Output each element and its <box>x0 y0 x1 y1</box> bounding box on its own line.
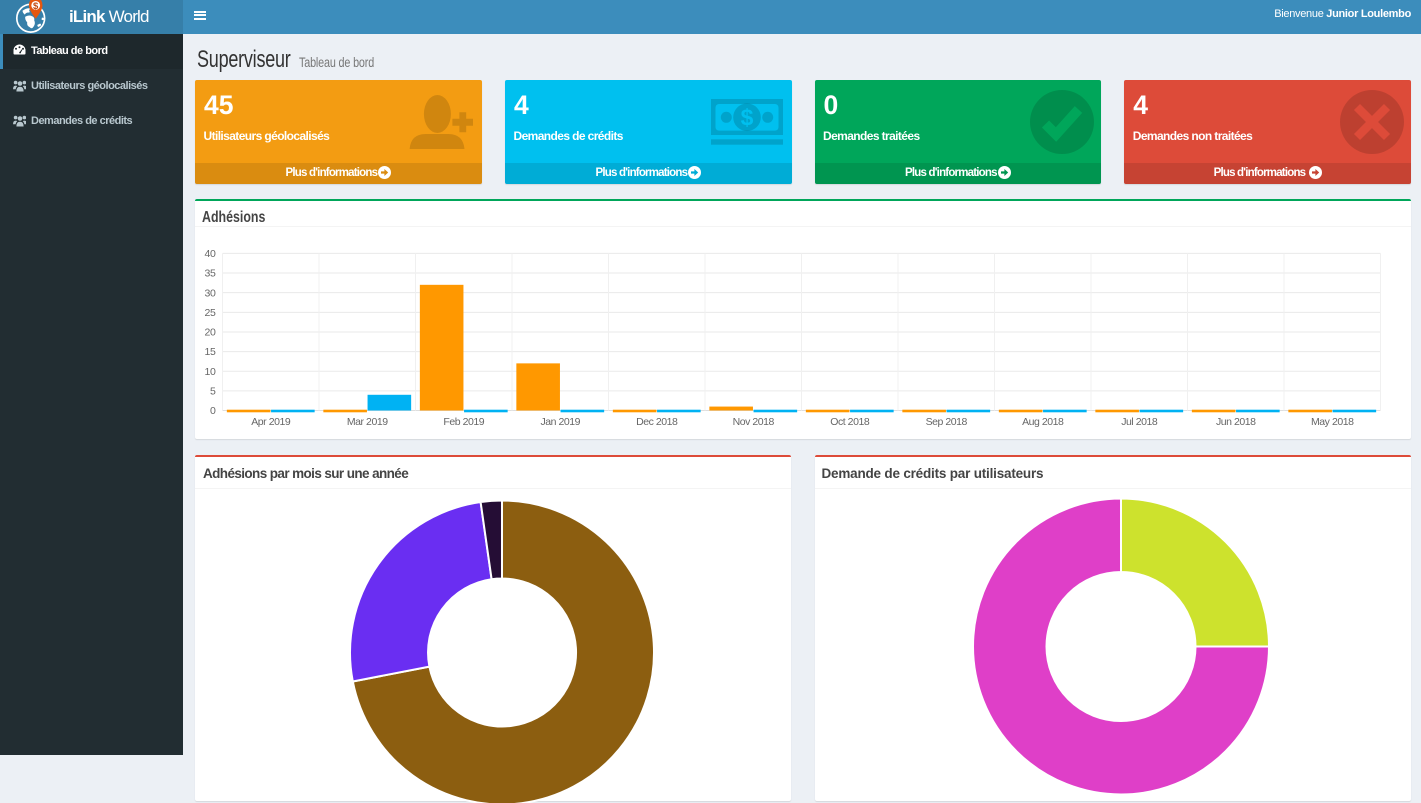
svg-text:Apr 2019: Apr 2019 <box>251 416 291 428</box>
svg-text:Nov 2018: Nov 2018 <box>733 416 775 428</box>
svg-text:Oct 2018: Oct 2018 <box>830 416 870 428</box>
svg-text:5: 5 <box>210 385 216 397</box>
svg-text:Mar 2019: Mar 2019 <box>347 416 388 428</box>
svg-text:0: 0 <box>210 405 216 417</box>
svg-text:Jun 2018: Jun 2018 <box>1216 416 1256 428</box>
svg-text:25: 25 <box>205 307 217 319</box>
svg-text:10: 10 <box>205 366 217 378</box>
svg-text:Jul 2018: Jul 2018 <box>1121 416 1158 428</box>
svg-text:15: 15 <box>205 346 217 358</box>
svg-text:Aug 2018: Aug 2018 <box>1022 416 1064 428</box>
svg-text:$: $ <box>33 1 39 12</box>
svg-text:$: $ <box>740 105 753 131</box>
svg-text:40: 40 <box>205 248 217 260</box>
svg-text:30: 30 <box>205 287 217 299</box>
svg-text:Dec 2018: Dec 2018 <box>636 416 678 428</box>
svg-text:Jan 2019: Jan 2019 <box>540 416 580 428</box>
svg-text:Sep 2018: Sep 2018 <box>926 416 968 428</box>
svg-text:20: 20 <box>205 327 217 339</box>
svg-text:May 2018: May 2018 <box>1311 416 1354 428</box>
svg-text:35: 35 <box>205 268 217 280</box>
svg-text:Feb 2019: Feb 2019 <box>443 416 484 428</box>
